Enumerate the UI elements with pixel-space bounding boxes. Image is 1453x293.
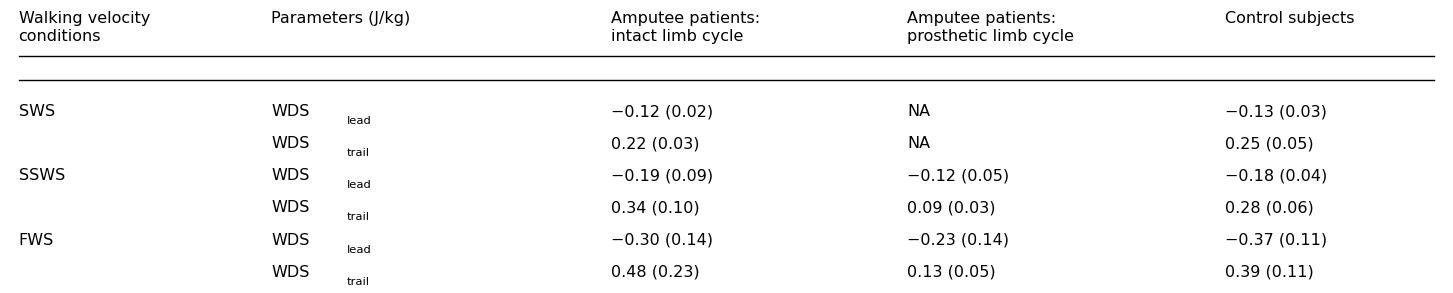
Text: 0.28 (0.06): 0.28 (0.06) [1225,200,1314,215]
Text: lead: lead [347,245,372,255]
Text: −0.12 (0.05): −0.12 (0.05) [907,168,1010,183]
Text: 0.09 (0.03): 0.09 (0.03) [907,200,995,215]
Text: NA: NA [907,104,930,119]
Text: Amputee patients:
prosthetic limb cycle: Amputee patients: prosthetic limb cycle [907,11,1074,44]
Text: 0.25 (0.05): 0.25 (0.05) [1225,136,1314,151]
Text: WDS: WDS [272,104,309,119]
Text: SSWS: SSWS [19,168,65,183]
Text: Walking velocity
conditions: Walking velocity conditions [19,11,150,44]
Text: −0.18 (0.04): −0.18 (0.04) [1225,168,1327,183]
Text: WDS: WDS [272,168,309,183]
Text: FWS: FWS [19,233,54,248]
Text: 0.39 (0.11): 0.39 (0.11) [1225,265,1314,280]
Text: WDS: WDS [272,265,309,280]
Text: trail: trail [347,277,369,287]
Text: lead: lead [347,116,372,126]
Text: WDS: WDS [272,200,309,215]
Text: 0.34 (0.10): 0.34 (0.10) [610,200,699,215]
Text: SWS: SWS [19,104,55,119]
Text: −0.37 (0.11): −0.37 (0.11) [1225,233,1327,248]
Text: lead: lead [347,180,372,190]
Text: WDS: WDS [272,233,309,248]
Text: Parameters (J/kg): Parameters (J/kg) [272,11,411,26]
Text: −0.19 (0.09): −0.19 (0.09) [610,168,713,183]
Text: WDS: WDS [272,136,309,151]
Text: 0.13 (0.05): 0.13 (0.05) [907,265,995,280]
Text: 0.22 (0.03): 0.22 (0.03) [610,136,699,151]
Text: trail: trail [347,212,369,222]
Text: −0.30 (0.14): −0.30 (0.14) [610,233,713,248]
Text: NA: NA [907,136,930,151]
Text: −0.13 (0.03): −0.13 (0.03) [1225,104,1327,119]
Text: trail: trail [347,148,369,158]
Text: −0.12 (0.02): −0.12 (0.02) [610,104,713,119]
Text: 0.48 (0.23): 0.48 (0.23) [610,265,699,280]
Text: Control subjects: Control subjects [1225,11,1354,26]
Text: Amputee patients:
intact limb cycle: Amputee patients: intact limb cycle [610,11,760,44]
Text: −0.23 (0.14): −0.23 (0.14) [907,233,1008,248]
